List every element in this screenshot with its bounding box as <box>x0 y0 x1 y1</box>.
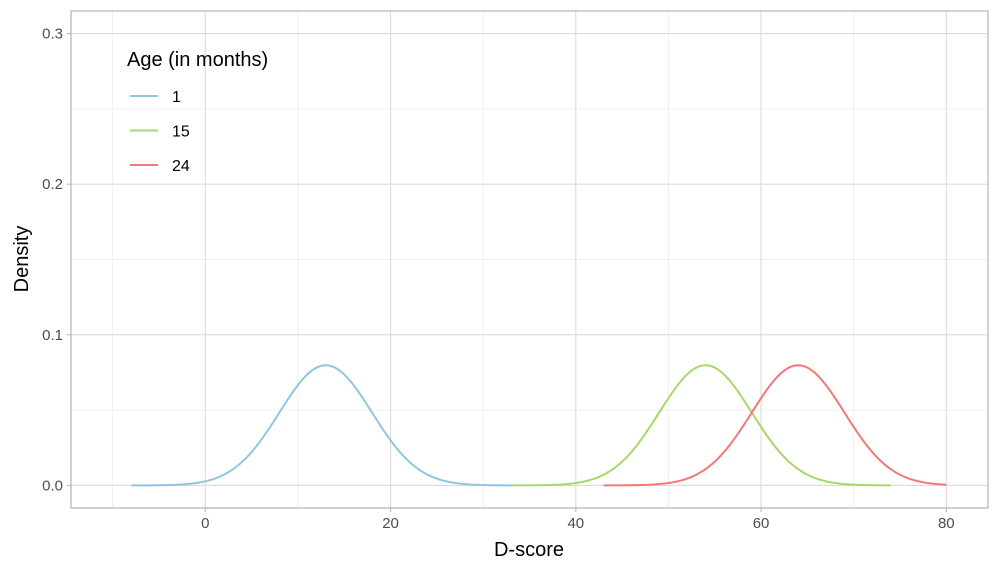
y-tick-label: 0.0 <box>42 477 63 494</box>
y-tick-label: 0.2 <box>42 176 63 193</box>
y-tick-label: 0.1 <box>42 327 63 344</box>
x-tick-label: 20 <box>382 515 399 532</box>
legend-title: Age (in months) <box>127 49 268 71</box>
panel-border <box>70 10 989 509</box>
minor-gridlines <box>71 11 988 508</box>
legend-label-15: 15 <box>172 124 190 141</box>
series-line-1 <box>131 364 511 487</box>
legend-items: 1 15 24 <box>130 89 190 175</box>
x-tick-label: 0 <box>201 515 209 532</box>
x-tick-label: 60 <box>753 515 770 532</box>
y-axis-title: Density <box>11 226 33 293</box>
x-axis-title: D-score <box>494 539 564 561</box>
series-lines <box>131 364 947 487</box>
y-tick-label: 0.3 <box>42 26 63 43</box>
x-axis: 0 20 40 60 80 <box>201 508 955 532</box>
legend-label-1: 1 <box>172 89 181 106</box>
y-axis: 0.0 0.1 0.2 0.3 <box>42 26 71 494</box>
x-tick-label: 80 <box>938 515 955 532</box>
series-line-15 <box>510 364 891 487</box>
legend: Age (in months) 1 15 24 <box>127 49 268 175</box>
legend-label-24: 24 <box>172 158 190 175</box>
series-line-24 <box>603 364 947 487</box>
x-tick-label: 40 <box>567 515 584 532</box>
